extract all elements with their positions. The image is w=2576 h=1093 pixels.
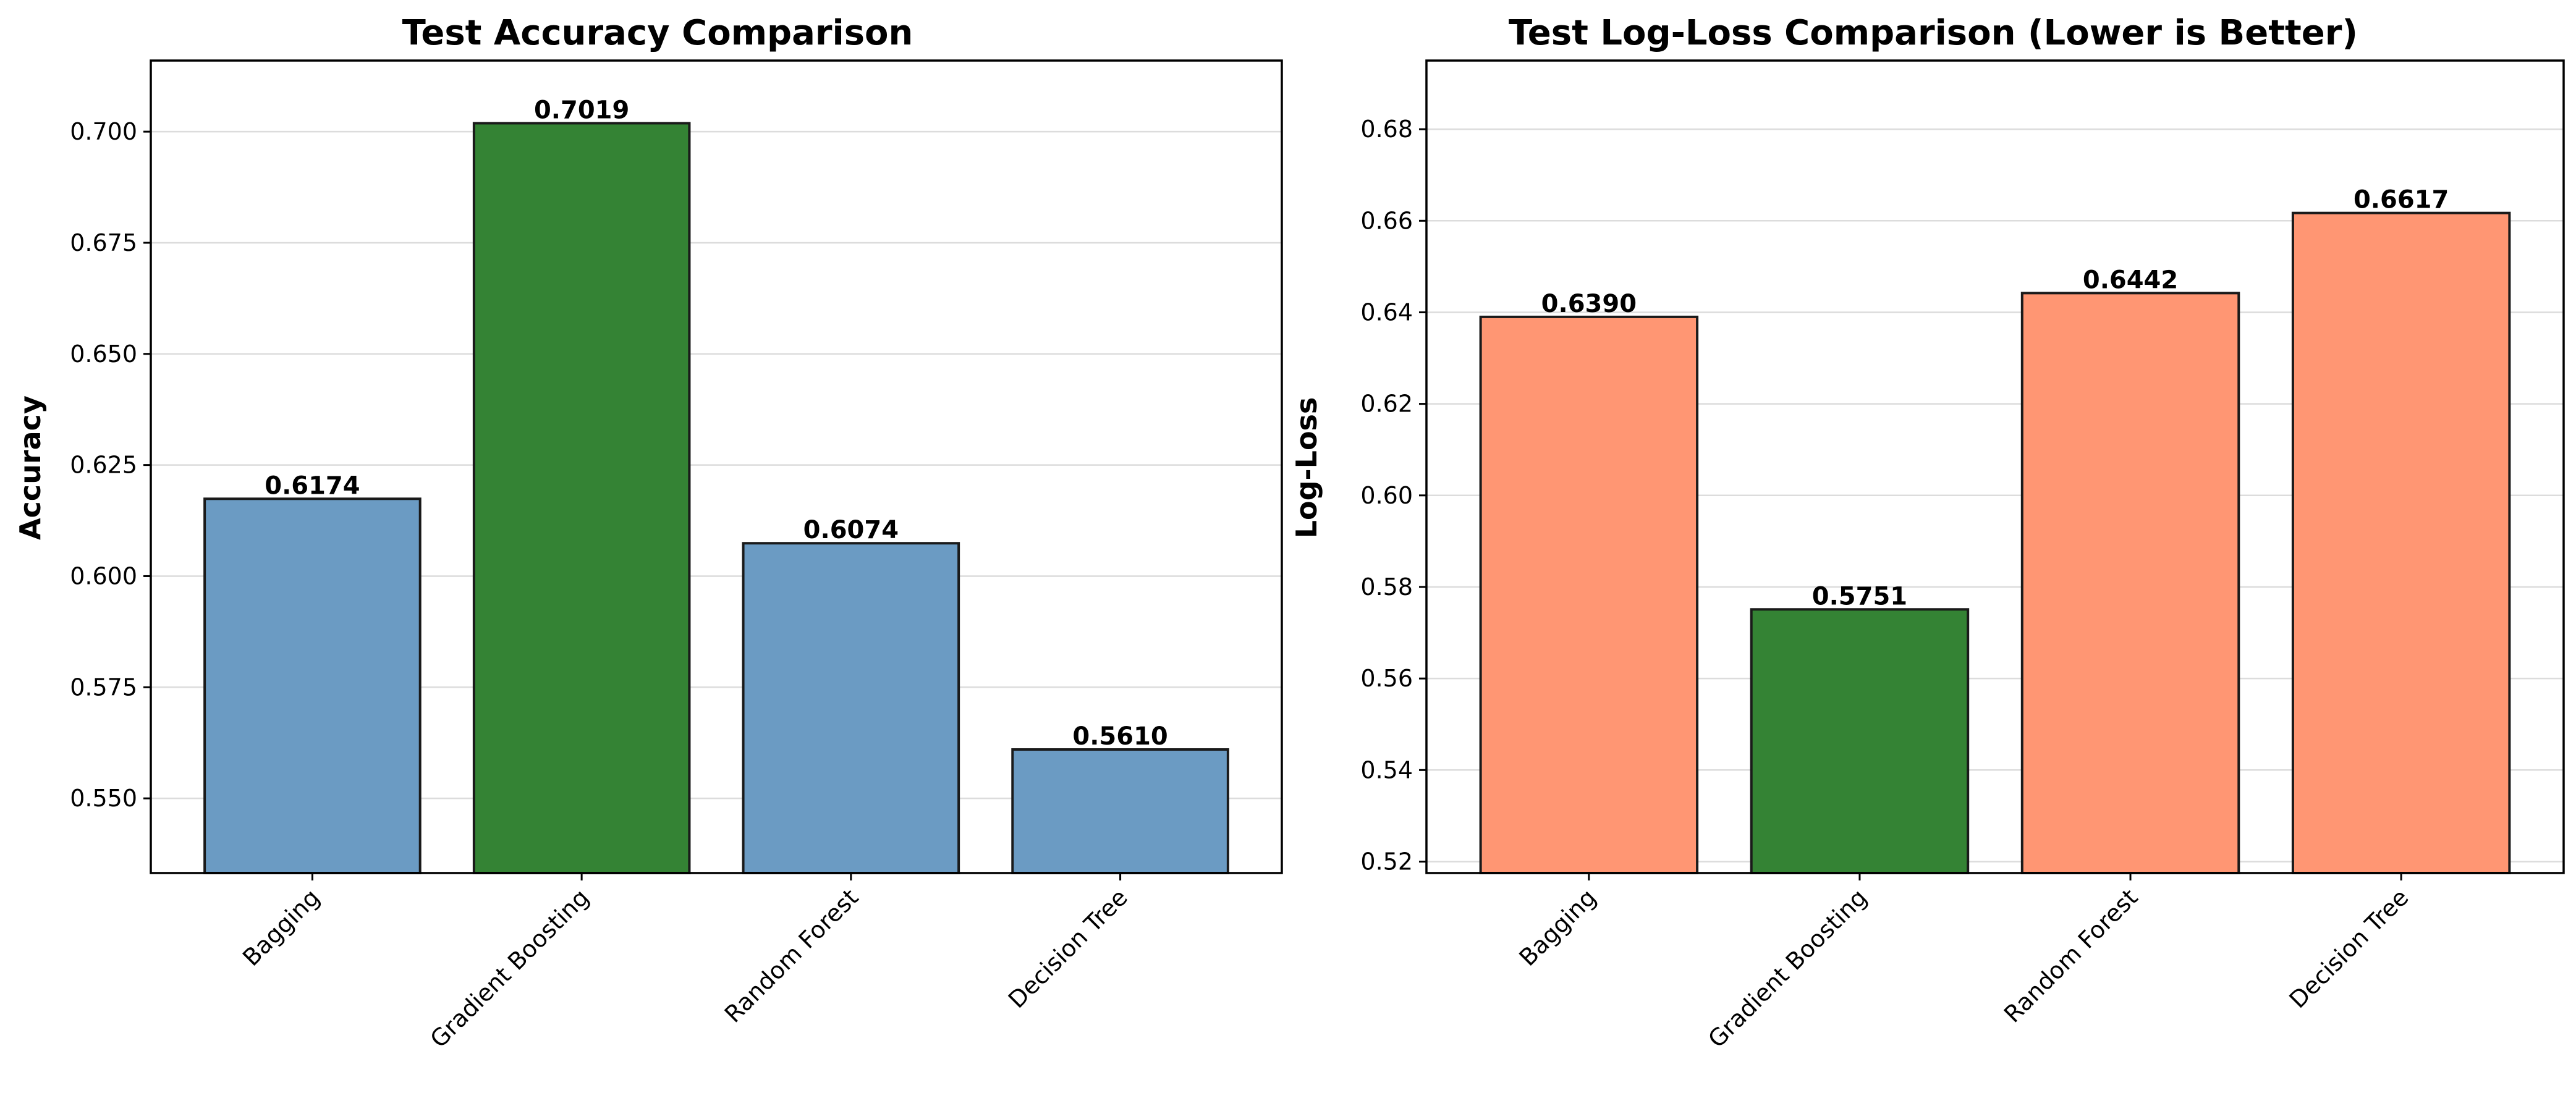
logloss-bar-gradient-boosting bbox=[1750, 608, 1970, 874]
accuracy-bars bbox=[203, 122, 1229, 874]
logloss-y-tick-label: 0.52 bbox=[1360, 848, 1413, 875]
logloss-y-tick-label: 0.68 bbox=[1360, 116, 1413, 143]
logloss-panel: Test Log-Loss Comparison (Lower is Bette… bbox=[1290, 13, 2565, 1053]
accuracy-y-tick-label: 0.650 bbox=[70, 340, 137, 368]
logloss-bars bbox=[1479, 211, 2511, 874]
accuracy-y-ticks: 0.550 0.575 0.600 0.625 0.650 0.675 0.700 bbox=[70, 118, 151, 812]
logloss-y-tick-label: 0.62 bbox=[1360, 390, 1413, 418]
accuracy-bar-bagging bbox=[203, 497, 422, 874]
accuracy-value-label-gradient-boosting: 0.7019 bbox=[534, 96, 629, 124]
logloss-y-tick-label: 0.56 bbox=[1360, 665, 1413, 692]
logloss-y-tick-label: 0.60 bbox=[1360, 482, 1413, 509]
accuracy-y-tick-label: 0.625 bbox=[70, 452, 137, 479]
logloss-y-tick-label: 0.58 bbox=[1360, 573, 1413, 601]
accuracy-chart-title: Test Accuracy Comparison bbox=[402, 13, 913, 53]
logloss-value-label-bagging: 0.6390 bbox=[1541, 290, 1637, 318]
logloss-value-label-random-forest: 0.6442 bbox=[2083, 266, 2178, 294]
accuracy-bar-gradient-boosting bbox=[472, 122, 691, 874]
logloss-y-tick-label: 0.64 bbox=[1360, 298, 1413, 326]
accuracy-value-label-bagging: 0.6174 bbox=[265, 471, 360, 500]
logloss-y-ticks: 0.52 0.54 0.56 0.58 0.60 0.62 0.64 0.66 0.68 bbox=[1360, 116, 1426, 875]
logloss-bar-bagging bbox=[1479, 315, 1699, 874]
logloss-y-tick-label: 0.54 bbox=[1360, 756, 1413, 783]
accuracy-y-tick-label: 0.700 bbox=[70, 118, 137, 145]
accuracy-bar-random-forest bbox=[742, 542, 960, 874]
logloss-value-labels: 0.6390 0.5751 0.6442 0.6617 bbox=[1541, 186, 2449, 611]
logloss-y-tick-label: 0.66 bbox=[1360, 207, 1413, 234]
logloss-chart-title: Test Log-Loss Comparison (Lower is Bette… bbox=[1509, 13, 2358, 53]
accuracy-value-label-random-forest: 0.6074 bbox=[803, 516, 899, 544]
logloss-y-axis-label: Log-Loss bbox=[1290, 397, 1323, 539]
accuracy-y-tick-label: 0.550 bbox=[70, 785, 137, 812]
accuracy-value-label-decision-tree: 0.5610 bbox=[1072, 722, 1167, 751]
logloss-value-label-gradient-boosting: 0.5751 bbox=[1812, 582, 1907, 610]
accuracy-plot-frame bbox=[150, 59, 1283, 874]
accuracy-y-tick-label: 0.575 bbox=[70, 673, 137, 701]
logloss-bar-random-forest bbox=[2020, 292, 2240, 874]
accuracy-y-axis-label: Accuracy bbox=[14, 395, 47, 540]
logloss-plot-frame bbox=[1425, 59, 2565, 874]
accuracy-y-tick-label: 0.600 bbox=[70, 562, 137, 589]
logloss-bar-decision-tree bbox=[2291, 211, 2511, 874]
accuracy-y-tick-label: 0.675 bbox=[70, 229, 137, 256]
accuracy-bar-decision-tree bbox=[1011, 748, 1229, 874]
logloss-value-label-decision-tree: 0.6617 bbox=[2354, 186, 2449, 214]
accuracy-value-labels: 0.6174 0.7019 0.6074 0.5610 bbox=[265, 96, 1168, 751]
